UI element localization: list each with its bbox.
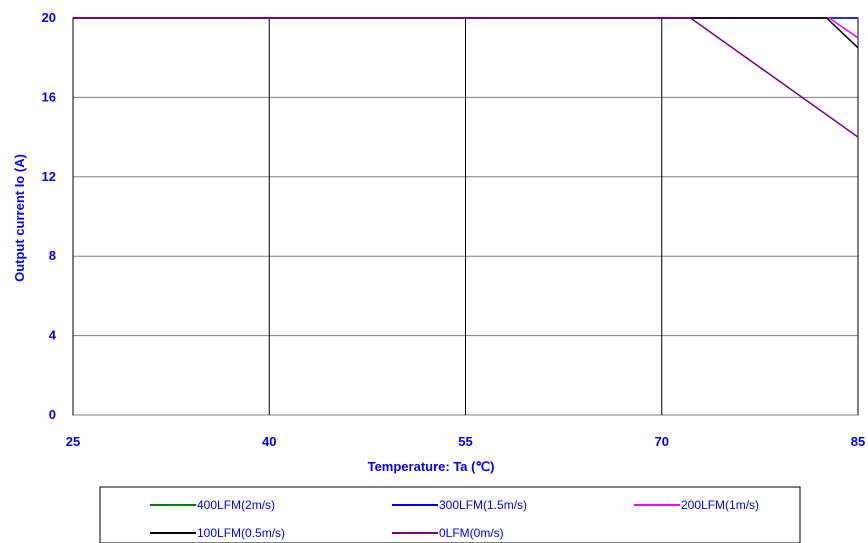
y-tick-label: 12: [42, 169, 56, 184]
x-tick-label: 70: [655, 434, 669, 449]
y-tick-label: 20: [42, 10, 56, 25]
y-axis-label: Output current Io (A): [12, 154, 27, 282]
legend-label: 200LFM(1m/s): [681, 498, 759, 512]
legend: 400LFM(2m/s) 300LFM(1.5m/s) 200LFM(1m/s) 10…: [150, 498, 759, 540]
legend-label: 400LFM(2m/s): [197, 498, 275, 512]
y-tick-label: 16: [42, 89, 56, 104]
y-tick-label: 4: [49, 328, 57, 343]
grid: [72, 17, 859, 416]
legend-label: 300LFM(1.5m/s): [439, 498, 527, 512]
x-tick-label: 85: [851, 434, 865, 449]
legend-label: 100LFM(0.5m/s): [197, 526, 285, 540]
x-tick-labels: 25 40 55 70 85: [66, 434, 865, 449]
legend-label: 0LFM(0m/s): [439, 526, 504, 540]
y-tick-label: 0: [49, 407, 56, 422]
x-tick-label: 25: [66, 434, 80, 449]
series-line: [73, 17, 859, 138]
series-lines: [73, 17, 859, 138]
x-tick-label: 55: [458, 434, 472, 449]
x-tick-label: 40: [262, 434, 276, 449]
x-axis-label: Temperature: Ta (℃): [368, 459, 495, 474]
y-tick-label: 8: [49, 248, 56, 263]
y-tick-labels: 0 4 8 12 16 20: [42, 10, 57, 422]
legend-box: [99, 486, 801, 543]
